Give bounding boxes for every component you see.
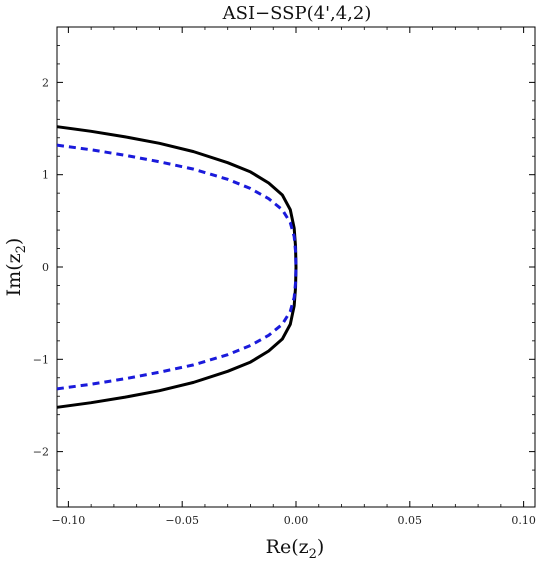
x-axis-label: Re(z2)	[266, 536, 325, 562]
y-axis-label-close: )	[3, 238, 25, 245]
y-tick-label: 0	[42, 261, 49, 274]
ticks-layer: −0.10 −0.05 0.00 0.05 0.10 −2 −1 0 1 2	[33, 26, 536, 527]
x-tick-label: −0.05	[165, 514, 199, 527]
y-axis-label-sub: 2	[14, 245, 29, 253]
x-tick-label: −0.10	[52, 514, 86, 527]
x-axis-label-close: )	[317, 536, 324, 558]
lines-layer	[56, 125, 298, 409]
y-tick-label: 1	[42, 169, 49, 182]
y-axis-label-base: Im(z	[3, 253, 25, 296]
y-tick-label: −1	[33, 353, 49, 366]
x-tick-label: 0.05	[398, 514, 423, 527]
y-tick-label: 2	[42, 76, 49, 89]
x-axis-label-base: Re(z	[266, 536, 309, 558]
chart-title: ASI−SSP(4',4,2)	[222, 3, 372, 24]
x-tick-label: 0.10	[511, 514, 536, 527]
y-tick-label: −2	[33, 446, 49, 459]
dashed-curve	[56, 143, 298, 391]
y-axis-label: Im(z2)	[3, 238, 29, 297]
x-tick-label: 0.00	[284, 514, 309, 527]
x-axis-label-sub: 2	[309, 547, 317, 562]
solid-curve	[56, 125, 298, 409]
